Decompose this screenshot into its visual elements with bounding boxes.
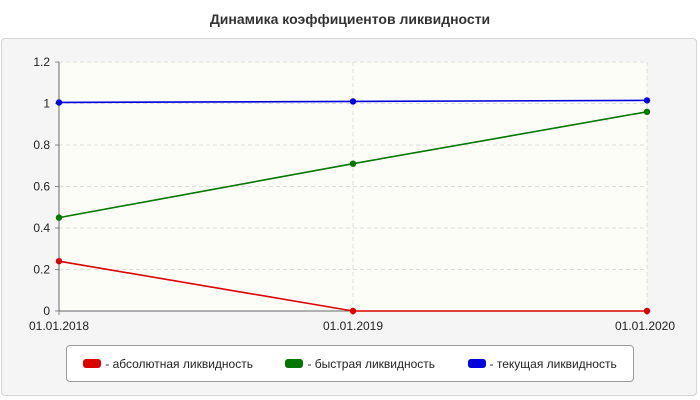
legend-label-current: - текущая ликвидность xyxy=(489,356,617,371)
data-point-absolute xyxy=(643,307,651,315)
chart-title: Динамика коэффициентов ликвидности xyxy=(209,11,491,27)
x-tick-label: 01.01.2020 xyxy=(615,319,675,333)
data-point-absolute xyxy=(349,307,357,315)
legend-item-quick: - быстрая ликвидность xyxy=(285,357,435,371)
y-tick-label: 0.4 xyxy=(33,221,50,235)
y-tick-label: 0.8 xyxy=(33,138,50,152)
legend-label-absolute: - абсолютная ликвидность xyxy=(105,356,253,371)
data-point-quick xyxy=(643,108,651,116)
data-point-current xyxy=(55,99,63,106)
data-point-current xyxy=(643,97,651,104)
data-point-current xyxy=(349,98,357,105)
legend-item-absolute: - абсолютная ликвидность xyxy=(83,357,253,371)
y-tick-label: 0.2 xyxy=(33,263,50,277)
legend: - абсолютная ликвидность - быстрая ликви… xyxy=(66,345,634,382)
data-point-absolute xyxy=(55,258,63,265)
y-tick-label: 0 xyxy=(43,304,50,318)
legend-swatch-absolute xyxy=(83,359,102,368)
legend-swatch-quick xyxy=(285,359,304,368)
x-tick-label: 01.01.2018 xyxy=(29,319,89,333)
legend-label-quick: - быстрая ликвидность xyxy=(307,356,436,371)
data-point-quick xyxy=(55,214,63,221)
x-tick-label: 01.01.2019 xyxy=(323,319,383,333)
y-tick-label: 1.2 xyxy=(33,55,50,69)
data-point-quick xyxy=(349,160,357,167)
y-tick-label: 1 xyxy=(43,97,50,111)
legend-swatch-current xyxy=(467,359,486,368)
legend-item-current: - текущая ликвидность xyxy=(467,356,617,371)
y-tick-label: 0.6 xyxy=(33,180,50,194)
